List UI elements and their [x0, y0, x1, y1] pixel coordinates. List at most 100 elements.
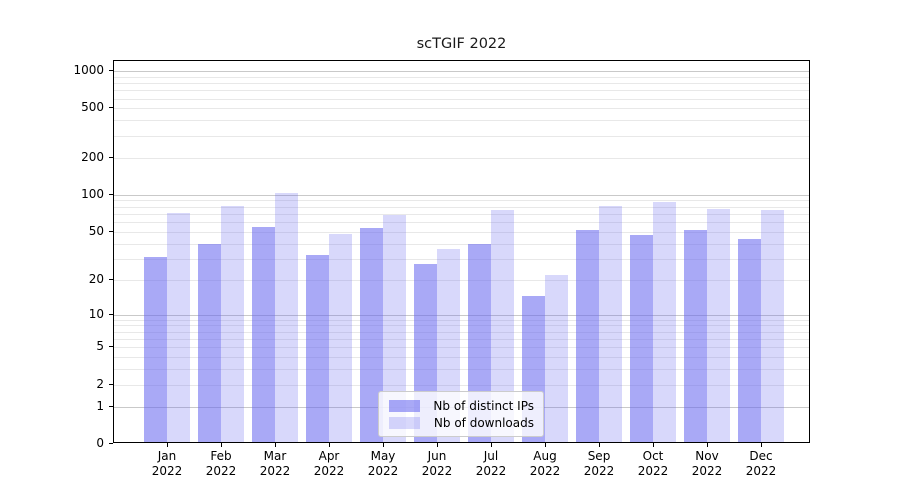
- bar-downloads: [383, 215, 406, 442]
- legend-swatch-downloads: [389, 417, 420, 429]
- bar-downloads: [761, 210, 784, 442]
- x-tick-label: Jan 2022: [151, 449, 183, 478]
- bar-distinct-ips: [630, 235, 653, 442]
- y-tick-label: 5: [96, 339, 104, 354]
- gridline-minor: [114, 243, 809, 245]
- y-tick-mark: [109, 193, 113, 195]
- gridline-minor: [114, 83, 809, 85]
- gridline-minor: [114, 338, 809, 340]
- y-tick-label: 200: [81, 149, 104, 164]
- y-tick-mark: [109, 443, 113, 444]
- y-tick-label: 20: [88, 271, 104, 286]
- x-tick-mark: [167, 443, 168, 447]
- y-tick-mark: [109, 346, 113, 348]
- y-tick-mark: [109, 313, 113, 315]
- x-tick-mark: [275, 443, 276, 447]
- y-tick-mark: [109, 278, 113, 280]
- gridline-minor: [114, 258, 809, 260]
- x-tick-label: Dec 2022: [745, 449, 777, 478]
- bar-downloads: [545, 275, 568, 442]
- gridline-minor: [114, 319, 809, 321]
- gridline-minor: [114, 76, 809, 78]
- plot-area: [113, 60, 810, 443]
- x-tick-label: Apr 2022: [313, 449, 345, 478]
- bar-distinct-ips: [144, 256, 167, 442]
- gridline-minor: [114, 357, 809, 359]
- x-tick-mark: [761, 443, 762, 447]
- y-tick-label: 10: [88, 306, 104, 321]
- legend-label-downloads: Nb of downloads: [433, 416, 534, 430]
- legend-item-distinct-ips: Nb of distinct IPs: [389, 399, 534, 413]
- gridline-minor: [114, 213, 809, 215]
- y-tick-label: 1000: [73, 63, 104, 77]
- x-tick-label: Nov 2022: [691, 449, 723, 478]
- x-tick-mark: [653, 443, 654, 447]
- y-tick-label: 1: [96, 398, 104, 413]
- gridline-minor: [114, 231, 809, 233]
- x-tick-label: Sep 2022: [583, 449, 615, 478]
- gridline-major: [114, 194, 809, 196]
- bar-distinct-ips: [738, 238, 761, 442]
- bar-distinct-ips: [360, 227, 383, 442]
- y-tick-mark: [109, 383, 113, 385]
- x-tick-mark: [221, 443, 222, 447]
- gridline-minor: [114, 90, 809, 92]
- x-tick-label: Mar 2022: [259, 449, 291, 478]
- gridline-minor: [114, 331, 809, 333]
- grid-layer: [114, 61, 809, 442]
- bar-downloads: [275, 192, 298, 442]
- gridline-minor: [114, 325, 809, 327]
- bar-distinct-ips: [252, 226, 275, 442]
- bar-distinct-ips: [684, 229, 707, 442]
- gridline-major: [114, 314, 809, 316]
- bar-downloads: [491, 209, 514, 442]
- y-tick-mark: [109, 405, 113, 407]
- gridline-minor: [114, 120, 809, 122]
- y-tick-mark: [109, 107, 113, 109]
- bar-downloads: [653, 201, 676, 442]
- gridline-minor: [114, 108, 809, 110]
- gridline-minor: [114, 206, 809, 208]
- x-tick-label: Feb 2022: [205, 449, 237, 478]
- x-tick-mark: [437, 443, 438, 447]
- y-tick-mark: [109, 156, 113, 158]
- gridline-minor: [114, 384, 809, 386]
- x-tick-label: Jun 2022: [421, 449, 453, 478]
- y-tick-label: 500: [81, 100, 104, 115]
- y-tick-mark: [109, 230, 113, 232]
- bar-downloads: [707, 208, 730, 442]
- legend-swatch-distinct-ips: [389, 400, 420, 412]
- gridline-minor: [114, 135, 809, 137]
- x-tick-mark: [383, 443, 384, 447]
- x-tick-mark: [491, 443, 492, 447]
- bar-downloads: [599, 206, 622, 442]
- bar-layer: [114, 61, 809, 442]
- y-tick-mark: [109, 70, 113, 71]
- gridline-minor: [114, 200, 809, 202]
- chart-title: scTGIF 2022: [416, 36, 507, 52]
- x-tick-label: Oct 2022: [637, 449, 669, 478]
- y-tick-label: 50: [88, 223, 104, 238]
- gridline-minor: [114, 157, 809, 159]
- y-tick-label: 0: [96, 436, 104, 450]
- legend-item-downloads: Nb of downloads: [389, 416, 534, 430]
- x-tick-label: Jul 2022: [475, 449, 507, 478]
- gridline-minor: [114, 279, 809, 281]
- x-tick-mark: [329, 443, 330, 447]
- x-tick-label: May 2022: [367, 449, 399, 478]
- bar-downloads: [221, 206, 244, 442]
- bar-distinct-ips: [198, 244, 221, 442]
- y-tick-label: 2: [96, 376, 104, 391]
- gridline-minor: [114, 347, 809, 349]
- gridline-minor: [114, 369, 809, 371]
- x-tick-mark: [599, 443, 600, 447]
- gridline-minor: [114, 222, 809, 224]
- legend-label-distinct-ips: Nb of distinct IPs: [433, 399, 534, 413]
- x-tick-label: Aug 2022: [529, 449, 561, 478]
- bar-distinct-ips: [576, 229, 599, 442]
- bar-distinct-ips: [306, 254, 329, 442]
- y-tick-label: 100: [81, 186, 104, 201]
- gridline-major: [114, 71, 809, 72]
- bar-downloads: [167, 213, 190, 442]
